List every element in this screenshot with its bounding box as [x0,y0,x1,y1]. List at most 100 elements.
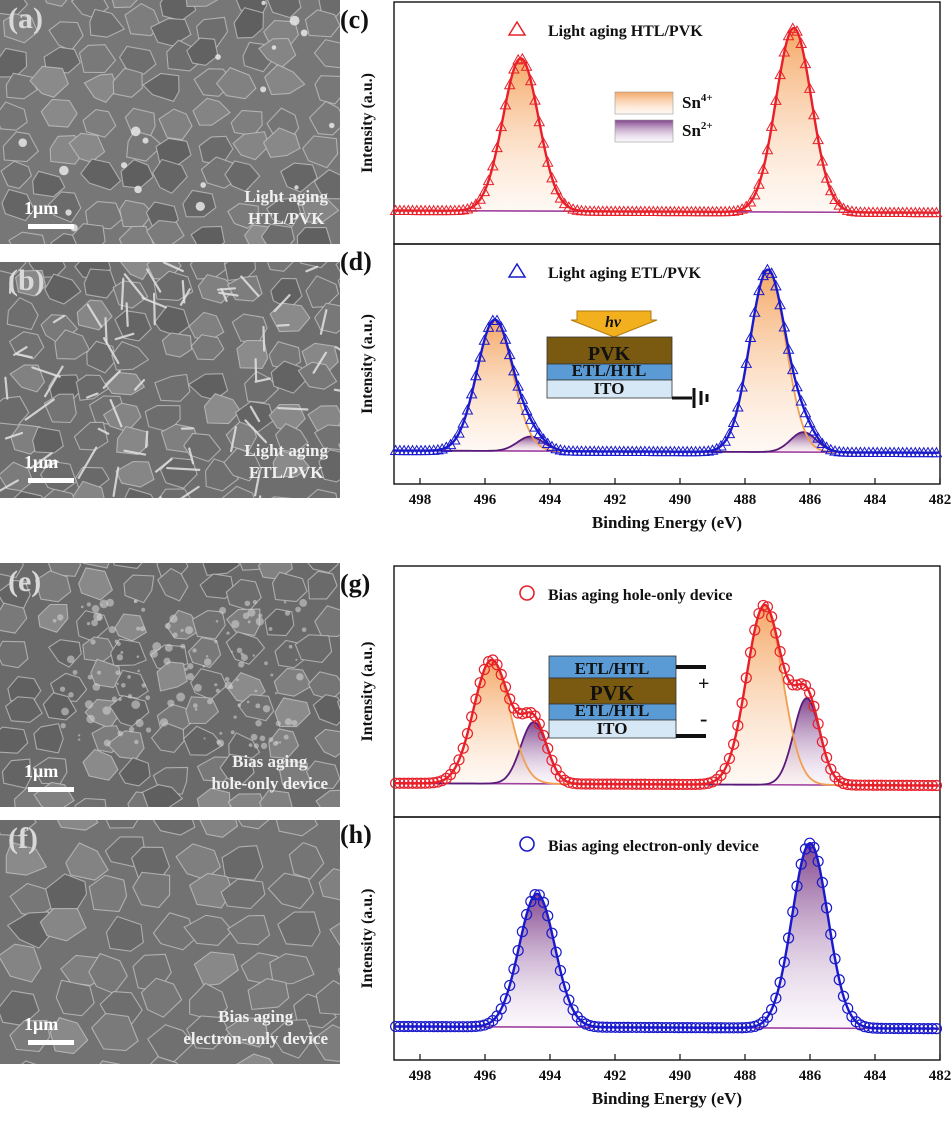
marker [512,944,524,957]
marker [524,413,537,424]
marker [782,343,795,354]
marker [406,1020,419,1033]
marker [428,777,440,789]
x-tick-label: 498 [409,1068,432,1084]
x-axis-label: Binding Energy (eV) [592,513,742,532]
marker [816,437,829,449]
marker [791,880,803,892]
marker [542,910,554,922]
envelope-fit [394,268,939,454]
marker [622,1021,634,1034]
inset-layer-label-1: ETL/HTL [572,361,647,380]
marker [926,1023,938,1035]
x-tick-label: 484 [864,1068,887,1084]
scale-bar-e [28,787,74,792]
marker [453,754,465,766]
marker [597,1021,609,1033]
marker [402,777,414,789]
legend-title: Bias aging hole-only device [548,587,732,604]
marker [571,778,583,790]
marker [390,1020,402,1033]
marker [457,417,470,428]
marker [740,357,753,368]
marker [711,1022,723,1034]
marker [858,779,871,791]
marker [812,133,824,145]
scale-bar-b [28,478,74,483]
marker [457,742,469,754]
marker [508,963,520,975]
marker [630,1021,643,1034]
marker [795,37,808,49]
marker [748,306,761,317]
marker [846,779,858,791]
marker [411,777,423,789]
marker [897,1022,909,1035]
marker [803,416,816,428]
marker [918,1023,930,1035]
marker [778,320,791,332]
marker [436,442,448,454]
marker [744,331,757,343]
marker [423,1020,436,1033]
marker [656,778,668,790]
marker [491,314,503,325]
marker [728,738,740,750]
marker [673,778,685,791]
marker [698,778,710,790]
marker [909,779,921,792]
marker [499,98,512,110]
marker [491,659,503,671]
marker [402,1020,414,1033]
legend-sn2-label: Sn2+ [682,120,713,140]
marker [787,679,799,691]
marker [913,1022,926,1035]
peak-fill-1 [663,270,872,453]
marker [415,1020,427,1033]
marker [930,206,943,218]
marker [723,752,736,765]
marker [453,427,465,438]
marker [660,778,672,790]
plot-frame [393,816,941,1061]
sem-image-e [0,563,340,807]
marker [567,777,579,789]
marker [770,279,782,291]
x-tick-label: 492 [604,1068,627,1084]
marker [630,778,643,790]
marker [854,779,866,791]
xps-panel-d: Light aging ETL/PVK Intensity (a.u.) 498 49… [340,243,951,532]
marker [664,1021,676,1034]
marker [761,263,774,275]
marker [470,693,482,705]
marker [605,1021,617,1033]
marker [546,171,558,183]
marker [795,394,808,406]
marker [541,437,554,448]
marker [558,197,571,209]
inset-layer-0 [546,336,673,365]
marker [656,1021,668,1034]
scale-bar-label-f: 1μm [24,1014,59,1034]
marker [778,956,790,968]
sem-letter-a: (a) [8,2,43,35]
marker [419,777,431,789]
marker [588,778,600,790]
legend-marker [507,262,527,278]
marker [461,202,474,214]
sem-image-b [0,262,340,498]
marker [474,677,486,689]
marker [770,627,782,639]
inset-layer-label-1: PVK [590,681,635,705]
marker [884,1022,896,1035]
y-axis-label: Intensity (a.u.) [359,641,376,741]
marker [651,778,664,790]
sn2-fill-1 [702,698,911,786]
marker [808,841,820,854]
marker [913,779,926,792]
sem-image-f [0,820,340,1064]
x-tick-label: 496 [474,1068,497,1084]
marker [664,778,676,790]
marker [888,1022,900,1035]
